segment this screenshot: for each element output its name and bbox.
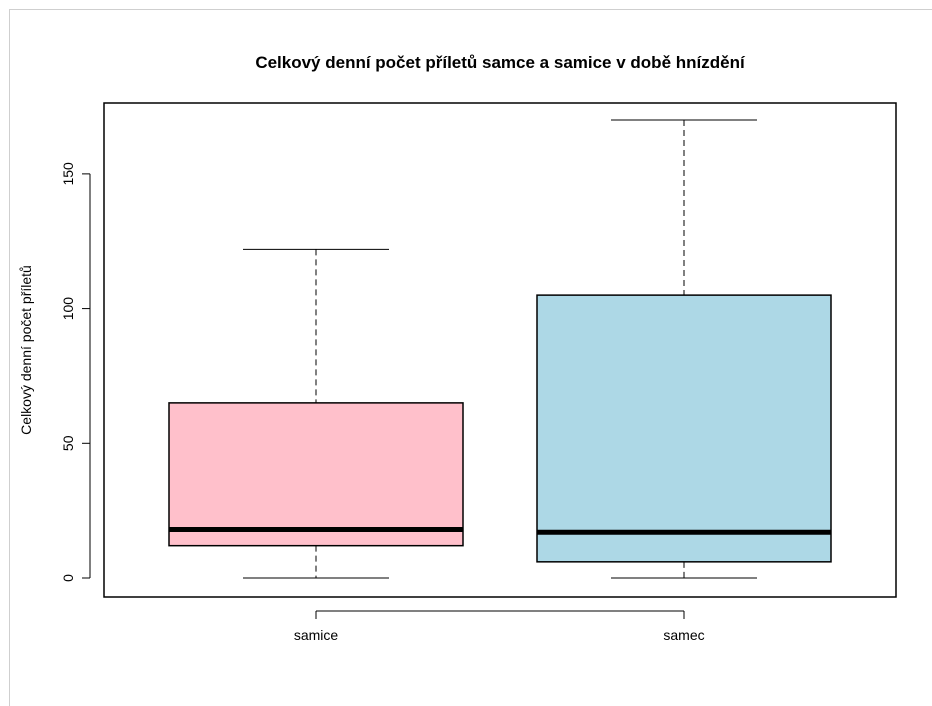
- plot-area-border: [103, 102, 897, 598]
- y-tick-label: 150: [60, 162, 76, 186]
- box-samec: [536, 119, 832, 579]
- y-tick-label: 0: [60, 574, 76, 582]
- y-tick-label: 50: [60, 435, 76, 451]
- x-tick-label: samec: [663, 627, 704, 643]
- x-axis: samice samec: [294, 610, 705, 643]
- x-tick-label: samice: [294, 627, 339, 643]
- y-axis-label: Celkový denní počet příletů: [18, 265, 34, 435]
- y-axis: 0 50 100 150: [60, 162, 91, 582]
- box-iqr: [168, 402, 464, 547]
- y-tick-label: 100: [60, 297, 76, 321]
- box-samice: [168, 248, 464, 579]
- chart-title: Celkový denní počet příletů samce a sami…: [255, 53, 746, 72]
- boxes-layer: [168, 119, 832, 579]
- box-iqr: [536, 294, 832, 563]
